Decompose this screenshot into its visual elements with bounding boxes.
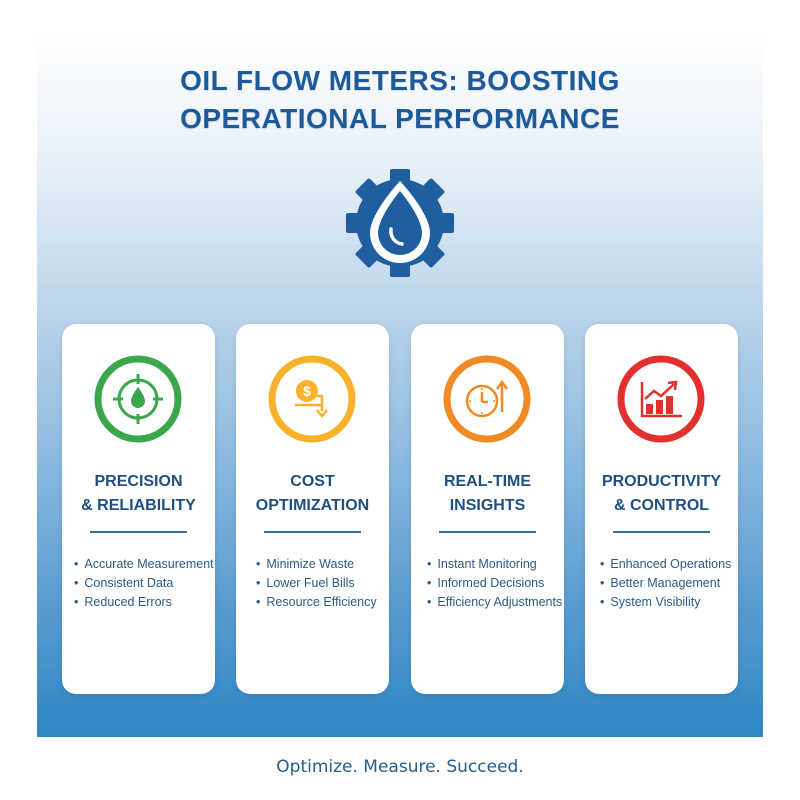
list-item: Informed Decisions <box>427 574 562 593</box>
card-title: PRODUCTIVITY & CONTROL <box>601 473 722 514</box>
card-title: REAL-TIME INSIGHTS <box>443 473 532 514</box>
card-title: PRECISION & RELIABILITY <box>81 473 196 514</box>
list-item: System Visibility <box>600 593 731 612</box>
card-bullet-list: Minimize Waste Lower Fuel Bills Resource… <box>256 555 377 612</box>
card-cost: $ COST OPTIMIZATION Minimize Waste Lower… <box>236 324 389 694</box>
growth-chart-icon <box>616 354 706 444</box>
card-productivity: PRODUCTIVITY & CONTROL Enhanced Operatio… <box>585 324 738 694</box>
card-divider <box>613 531 710 533</box>
card-realtime: REAL-TIME INSIGHTS Instant Monitoring In… <box>411 324 564 694</box>
list-item: Resource Efficiency <box>256 593 376 612</box>
card-bullet-list: Accurate Measurement Consistent Data Red… <box>74 555 214 612</box>
card-bullet-list: Enhanced Operations Better Management Sy… <box>600 555 731 612</box>
list-item: Instant Monitoring <box>427 555 562 574</box>
target-drop-icon <box>93 354 183 444</box>
card-divider <box>264 531 361 533</box>
list-item: Efficiency Adjustments <box>427 593 562 612</box>
card-divider <box>90 531 187 533</box>
title-line-1: OIL FLOW METERS: BOOSTING <box>180 65 620 96</box>
list-item: Consistent Data <box>74 574 214 593</box>
list-item: Enhanced Operations <box>600 555 731 574</box>
gear-with-oil-drop-icon <box>340 163 460 283</box>
svg-text:$: $ <box>303 383 311 399</box>
list-item: Minimize Waste <box>256 555 377 574</box>
clock-up-arrow-icon <box>442 354 532 444</box>
card-bullet-list: Instant Monitoring Informed Decisions Ef… <box>427 555 562 612</box>
page-title: OIL FLOW METERS: BOOSTING OPERATIONAL PE… <box>0 62 800 138</box>
list-item: Better Management <box>600 574 731 593</box>
card-title: COST OPTIMIZATION <box>255 473 370 514</box>
list-item: Reduced Errors <box>74 593 214 612</box>
tagline: Optimize. Measure. Succeed. <box>276 757 524 777</box>
list-item: Accurate Measurement <box>74 555 213 574</box>
card-precision: PRECISION & RELIABILITY Accurate Measure… <box>62 324 215 694</box>
card-divider <box>439 531 536 533</box>
dollar-down-arrow-icon: $ <box>267 354 357 444</box>
list-item: Lower Fuel Bills <box>256 574 377 593</box>
title-line-2: OPERATIONAL PERFORMANCE <box>180 103 620 134</box>
